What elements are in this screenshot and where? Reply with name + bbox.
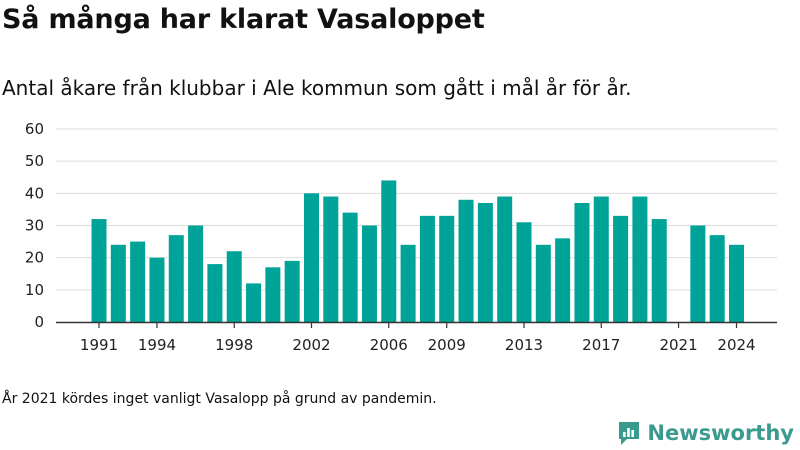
footnote: År 2021 kördes inget vanligt Vasalopp på… bbox=[2, 391, 437, 407]
chart-subtitle: Antal åkare från klubbar i Ale kommun so… bbox=[2, 76, 632, 100]
brand-name: Newsworthy bbox=[647, 421, 794, 445]
bar-2016 bbox=[574, 202, 590, 322]
bar-1992 bbox=[110, 244, 126, 322]
bars bbox=[91, 180, 744, 322]
x-tick-label: 2017 bbox=[582, 336, 620, 354]
bar-2014 bbox=[535, 244, 551, 322]
bar-2024 bbox=[729, 244, 744, 322]
y-tick-label: 20 bbox=[25, 249, 44, 267]
bar-2017 bbox=[593, 196, 609, 322]
bar-2015 bbox=[555, 238, 571, 322]
bar-2018 bbox=[613, 215, 629, 322]
bar-1996 bbox=[188, 225, 204, 322]
bar-1997 bbox=[207, 264, 223, 322]
bar-1998 bbox=[226, 251, 242, 322]
x-tick-label: 2002 bbox=[292, 336, 330, 354]
x-tick-label: 1994 bbox=[138, 336, 176, 354]
x-tick-label: 1998 bbox=[215, 336, 253, 354]
bar-2005 bbox=[361, 225, 377, 322]
y-tick-label: 60 bbox=[25, 120, 44, 138]
x-tick-label: 2013 bbox=[505, 336, 543, 354]
x-tick-label: 2024 bbox=[717, 336, 755, 354]
bar-2007 bbox=[400, 244, 416, 322]
bar-2011 bbox=[477, 202, 493, 322]
bar-1993 bbox=[130, 241, 146, 322]
newsworthy-logo-icon bbox=[619, 422, 640, 445]
y-tick-label: 10 bbox=[25, 281, 44, 299]
x-tick-label: 2009 bbox=[428, 336, 466, 354]
bar-2004 bbox=[342, 212, 358, 322]
bar-2020 bbox=[651, 219, 667, 322]
bar-1991 bbox=[91, 219, 107, 322]
bar-2012 bbox=[497, 196, 513, 322]
bar-2000 bbox=[265, 267, 281, 322]
x-tick-label: 1991 bbox=[80, 336, 118, 354]
x-tick-label: 2021 bbox=[659, 336, 697, 354]
bar-2022 bbox=[690, 225, 706, 322]
bar-1995 bbox=[168, 235, 184, 322]
bar-2009 bbox=[439, 215, 455, 322]
bar-2023 bbox=[709, 235, 725, 322]
y-tick-label: 40 bbox=[25, 184, 44, 202]
x-tick-label: 2006 bbox=[370, 336, 408, 354]
bar-2006 bbox=[381, 180, 397, 322]
y-tick-label: 30 bbox=[25, 217, 44, 235]
y-tick-label: 50 bbox=[25, 152, 44, 170]
bar-2008 bbox=[419, 215, 435, 322]
chart-title: Så många har klarat Vasaloppet bbox=[2, 4, 485, 35]
brand: Newsworthy bbox=[617, 420, 794, 446]
y-axis-ticks: 0 10 20 30 40 50 60 bbox=[25, 120, 44, 331]
bar-2002 bbox=[304, 193, 319, 322]
bar-2019 bbox=[632, 196, 648, 322]
bar-1994 bbox=[149, 257, 165, 322]
bar-2013 bbox=[516, 222, 532, 322]
bar-2001 bbox=[284, 260, 300, 322]
x-axis-ticks: 1991 1994 1998 2002 2006 2009 2013 2017 2021 2024 bbox=[80, 322, 756, 354]
y-tick-label: 0 bbox=[34, 313, 44, 331]
bar-chart: 0 10 20 30 40 50 60 1991 1994 1998 2002 2006 2009 20… bbox=[25, 120, 777, 354]
bar-1999 bbox=[246, 283, 262, 322]
bar-2003 bbox=[323, 196, 339, 322]
bar-2010 bbox=[458, 199, 474, 322]
